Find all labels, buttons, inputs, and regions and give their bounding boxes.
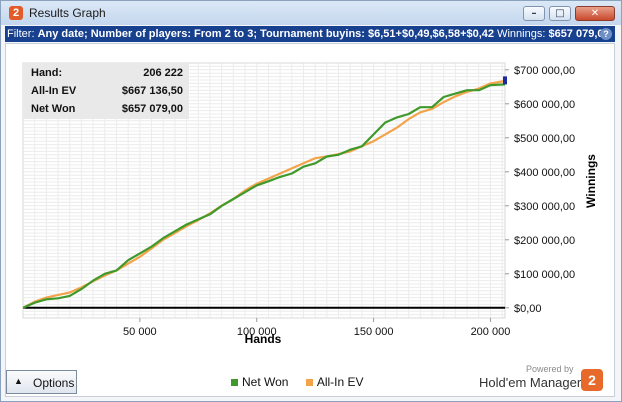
window-title: Results Graph bbox=[29, 6, 106, 20]
x-tick-label: 150 000 bbox=[354, 326, 394, 338]
stat-key: Hand: bbox=[31, 67, 63, 79]
legend-item-all-in-ev[interactable]: All-In EV bbox=[305, 375, 364, 389]
chart-series bbox=[22, 76, 507, 309]
minimize-icon: – bbox=[531, 8, 537, 19]
y-tick-label: $100 000,00 bbox=[514, 269, 575, 281]
all-in-ev-line bbox=[22, 79, 506, 309]
filter-bar[interactable]: Filter: Any date; Number of players: Fro… bbox=[5, 26, 615, 42]
stat-value: $667 136,50 bbox=[121, 85, 183, 97]
close-icon: ✕ bbox=[590, 8, 600, 19]
chart-legend: Net Won All-In EV bbox=[231, 375, 378, 389]
legend-swatch-net-won bbox=[231, 378, 238, 386]
y-tick-label: $300 000,00 bbox=[514, 201, 575, 213]
y-tick-label: $700 000,00 bbox=[514, 65, 575, 77]
stat-row-allin-ev: All-In EV $667 136,50 bbox=[23, 83, 189, 99]
stat-key: Net Won bbox=[31, 103, 76, 115]
x-tick-label: 100 000 bbox=[237, 326, 277, 338]
brand-name: Hold'em Manager bbox=[479, 375, 582, 390]
x-axis-ticks: 50 000 100 000 150 000 200 000 bbox=[123, 318, 510, 338]
legend-label: Net Won bbox=[242, 375, 289, 389]
stat-value: 206 222 bbox=[143, 67, 183, 79]
powered-by-text: Powered by bbox=[526, 364, 574, 374]
winnings-value: $657 079,00 bbox=[548, 28, 610, 40]
chevron-up-icon: ▲ bbox=[14, 376, 23, 386]
title-bar[interactable]: 2 Results Graph – □ ✕ bbox=[1, 1, 621, 25]
y-tick-label: $200 000,00 bbox=[514, 235, 575, 247]
net-won-line bbox=[22, 83, 506, 309]
stat-value: $657 079,00 bbox=[121, 103, 183, 115]
y-axis-ticks: $0,00 $100 000,00 $200 000,00 $300 000,00 $4… bbox=[505, 65, 575, 315]
app-logo-icon: 2 bbox=[9, 6, 23, 20]
brand-logo-icon: 2 bbox=[581, 369, 603, 391]
help-icon[interactable]: ? bbox=[600, 28, 612, 40]
stat-row-net-won: Net Won $657 079,00 bbox=[23, 101, 189, 117]
legend-item-net-won[interactable]: Net Won bbox=[231, 375, 288, 389]
results-chart: 50 000 100 000 150 000 200 000 $0,00 $100 00… bbox=[22, 62, 598, 346]
stat-row-hands: Hand: 206 222 bbox=[23, 65, 189, 81]
y-tick-label: $0,00 bbox=[514, 303, 542, 315]
y-axis-label: Winnings bbox=[584, 154, 598, 208]
end-marker bbox=[503, 76, 507, 85]
plot-frame bbox=[22, 62, 506, 319]
x-tick-label: 50 000 bbox=[123, 326, 157, 338]
winnings-label: Winnings: bbox=[497, 28, 546, 40]
options-button[interactable]: ▲ Options bbox=[6, 370, 77, 394]
maximize-icon: □ bbox=[555, 8, 565, 19]
x-tick-label: 200 000 bbox=[471, 326, 511, 338]
filter-label: Filter: bbox=[7, 28, 35, 40]
maximize-button[interactable]: □ bbox=[549, 6, 571, 21]
close-button[interactable]: ✕ bbox=[575, 6, 615, 21]
y-tick-label: $400 000,00 bbox=[514, 167, 575, 179]
filter-text: Any date; Number of players: From 2 to 3… bbox=[37, 28, 495, 40]
options-label: Options bbox=[33, 376, 75, 390]
x-axis-label: Hands bbox=[245, 332, 282, 346]
legend-label: All-In EV bbox=[316, 375, 364, 389]
stats-box: Hand: 206 222 All-In EV $667 136,50 Net … bbox=[23, 63, 189, 119]
minimize-button[interactable]: – bbox=[523, 6, 545, 21]
y-tick-label: $500 000,00 bbox=[514, 133, 575, 145]
legend-swatch-all-in-ev bbox=[305, 378, 313, 386]
y-tick-label: $600 000,00 bbox=[514, 99, 575, 111]
stat-key: All-In EV bbox=[31, 85, 77, 97]
